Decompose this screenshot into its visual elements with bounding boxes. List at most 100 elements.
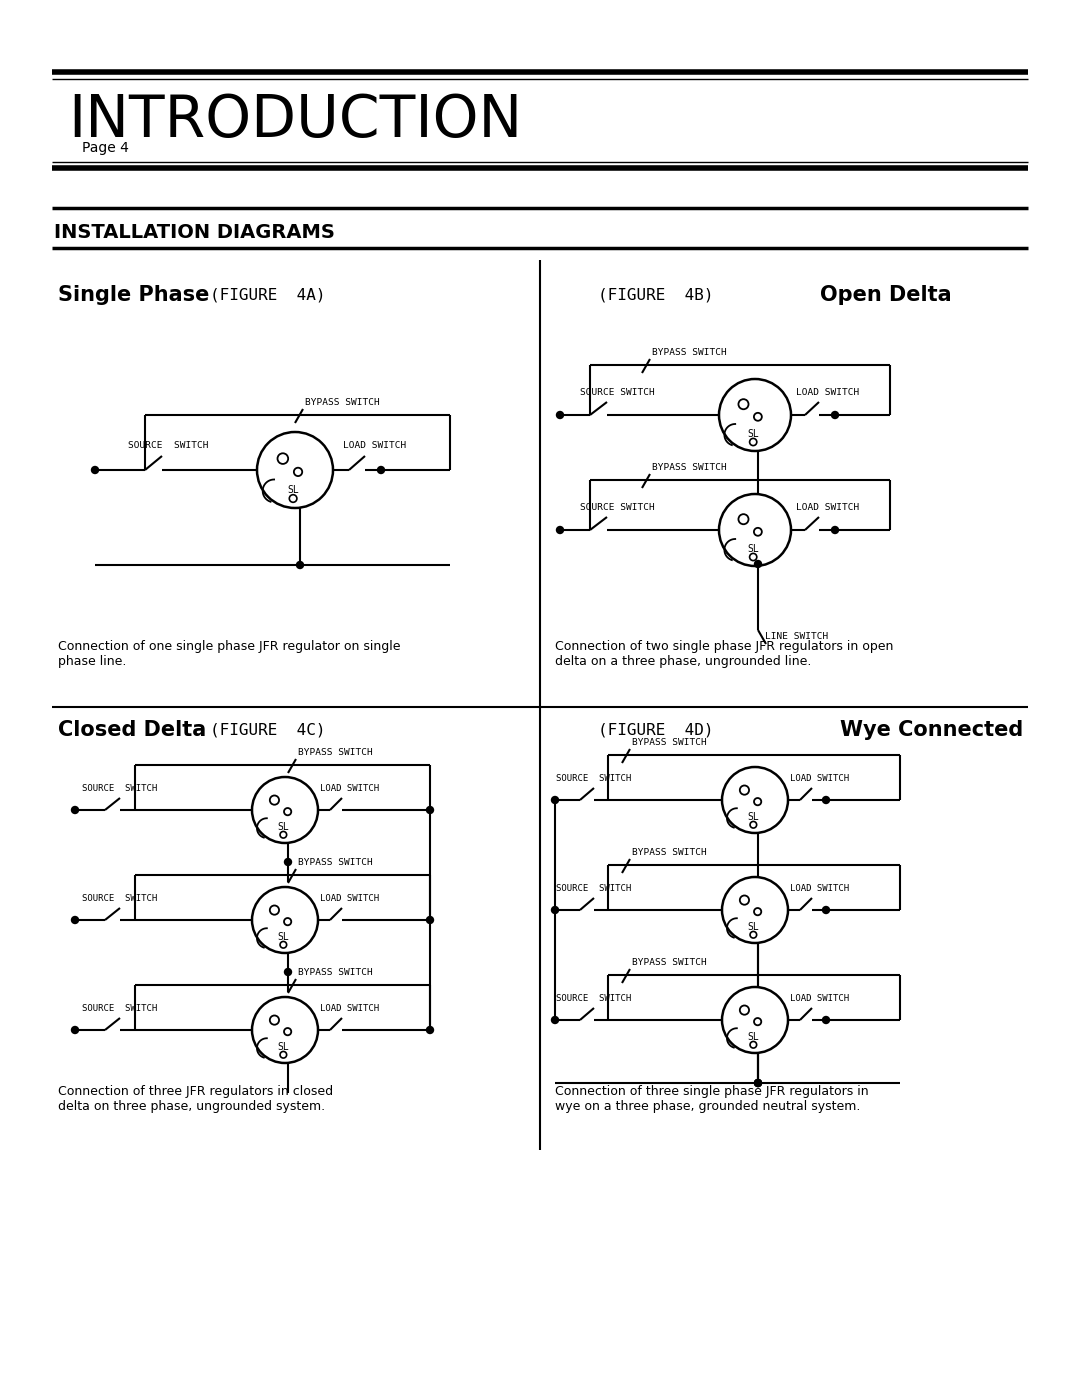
Circle shape <box>284 859 292 866</box>
Circle shape <box>284 1028 292 1035</box>
Circle shape <box>71 1027 79 1034</box>
Text: Page 4: Page 4 <box>82 141 129 155</box>
Circle shape <box>739 400 748 409</box>
Text: (FIGURE  4D): (FIGURE 4D) <box>598 722 714 738</box>
Circle shape <box>739 514 748 524</box>
Circle shape <box>754 414 761 420</box>
Text: SL: SL <box>278 823 289 833</box>
Text: SL: SL <box>747 1032 759 1042</box>
Circle shape <box>71 916 79 923</box>
Text: Connection of two single phase JFR regulators in open
delta on a three phase, un: Connection of two single phase JFR regul… <box>555 640 893 668</box>
Text: LINE SWITCH: LINE SWITCH <box>765 631 828 641</box>
Circle shape <box>823 1017 829 1024</box>
Text: SOURCE  SWITCH: SOURCE SWITCH <box>82 1004 158 1013</box>
Text: SOURCE  SWITCH: SOURCE SWITCH <box>82 894 158 902</box>
Circle shape <box>280 831 286 838</box>
Text: Closed Delta: Closed Delta <box>58 719 206 740</box>
Text: BYPASS SWITCH: BYPASS SWITCH <box>298 968 373 977</box>
Text: BYPASS SWITCH: BYPASS SWITCH <box>632 848 706 856</box>
Circle shape <box>740 1006 750 1014</box>
Circle shape <box>556 412 564 419</box>
Circle shape <box>289 495 297 503</box>
Circle shape <box>755 1080 761 1087</box>
Text: BYPASS SWITCH: BYPASS SWITCH <box>652 462 727 472</box>
Text: SL: SL <box>287 485 299 495</box>
Circle shape <box>755 1080 761 1087</box>
Circle shape <box>294 468 302 476</box>
Circle shape <box>252 887 318 953</box>
Circle shape <box>427 1027 433 1034</box>
Text: LOAD SWITCH: LOAD SWITCH <box>796 503 860 511</box>
Text: BYPASS SWITCH: BYPASS SWITCH <box>652 348 727 358</box>
Circle shape <box>280 1052 286 1058</box>
Text: SL: SL <box>278 932 289 942</box>
Text: SL: SL <box>747 543 759 553</box>
Circle shape <box>719 495 791 566</box>
Circle shape <box>278 453 288 464</box>
Circle shape <box>284 968 292 975</box>
Circle shape <box>378 467 384 474</box>
Circle shape <box>270 1016 279 1025</box>
Text: LOAD SWITCH: LOAD SWITCH <box>320 784 379 793</box>
Text: SOURCE  SWITCH: SOURCE SWITCH <box>556 995 631 1003</box>
Circle shape <box>832 412 838 419</box>
Circle shape <box>723 767 788 833</box>
Text: INTRODUCTION: INTRODUCTION <box>68 91 522 148</box>
Text: LOAD SWITCH: LOAD SWITCH <box>789 884 849 893</box>
Text: BYPASS SWITCH: BYPASS SWITCH <box>298 858 373 868</box>
Text: SOURCE  SWITCH: SOURCE SWITCH <box>82 784 158 793</box>
Text: (FIGURE  4C): (FIGURE 4C) <box>210 722 325 738</box>
Text: BYPASS SWITCH: BYPASS SWITCH <box>305 398 380 407</box>
Text: SOURCE  SWITCH: SOURCE SWITCH <box>556 774 631 782</box>
Text: Single Phase: Single Phase <box>58 285 210 305</box>
Text: Connection of three JFR regulators in closed
delta on three phase, ungrounded sy: Connection of three JFR regulators in cl… <box>58 1085 333 1113</box>
Circle shape <box>427 806 433 813</box>
Text: SOURCE  SWITCH: SOURCE SWITCH <box>129 441 208 450</box>
Text: Connection of three single phase JFR regulators in
wye on a three phase, grounde: Connection of three single phase JFR reg… <box>555 1085 868 1113</box>
Text: SL: SL <box>747 429 759 439</box>
Circle shape <box>754 908 761 915</box>
Circle shape <box>750 932 757 937</box>
Text: LOAD SWITCH: LOAD SWITCH <box>343 441 406 450</box>
Text: (FIGURE  4B): (FIGURE 4B) <box>598 288 714 303</box>
Circle shape <box>427 916 433 923</box>
Text: BYPASS SWITCH: BYPASS SWITCH <box>632 958 706 967</box>
Circle shape <box>750 1041 757 1048</box>
Circle shape <box>71 806 79 813</box>
Text: SOURCE  SWITCH: SOURCE SWITCH <box>556 884 631 893</box>
Circle shape <box>754 1018 761 1025</box>
Circle shape <box>252 997 318 1063</box>
Circle shape <box>252 777 318 842</box>
Circle shape <box>750 553 757 560</box>
Circle shape <box>284 918 292 925</box>
Circle shape <box>754 798 761 805</box>
Circle shape <box>552 907 558 914</box>
Text: BYPASS SWITCH: BYPASS SWITCH <box>632 738 706 747</box>
Text: (FIGURE  4A): (FIGURE 4A) <box>210 288 325 303</box>
Circle shape <box>723 988 788 1053</box>
Text: LOAD SWITCH: LOAD SWITCH <box>789 995 849 1003</box>
Text: Connection of one single phase JFR regulator on single
phase line.: Connection of one single phase JFR regul… <box>58 640 401 668</box>
Circle shape <box>556 527 564 534</box>
Text: INSTALLATION DIAGRAMS: INSTALLATION DIAGRAMS <box>54 222 335 242</box>
Text: LOAD SWITCH: LOAD SWITCH <box>789 774 849 782</box>
Circle shape <box>755 560 761 567</box>
Text: SL: SL <box>747 812 759 823</box>
Text: SL: SL <box>747 922 759 932</box>
Circle shape <box>750 439 757 446</box>
Circle shape <box>270 905 279 915</box>
Circle shape <box>270 795 279 805</box>
Text: SOURCE SWITCH: SOURCE SWITCH <box>580 388 654 397</box>
Circle shape <box>832 527 838 534</box>
Text: SL: SL <box>278 1042 289 1052</box>
Circle shape <box>297 562 303 569</box>
Circle shape <box>823 796 829 803</box>
Circle shape <box>92 467 98 474</box>
Circle shape <box>740 785 750 795</box>
Circle shape <box>823 907 829 914</box>
Text: LOAD SWITCH: LOAD SWITCH <box>320 894 379 902</box>
Circle shape <box>552 796 558 803</box>
Circle shape <box>257 432 333 509</box>
Text: LOAD SWITCH: LOAD SWITCH <box>320 1004 379 1013</box>
Text: Open Delta: Open Delta <box>820 285 951 305</box>
